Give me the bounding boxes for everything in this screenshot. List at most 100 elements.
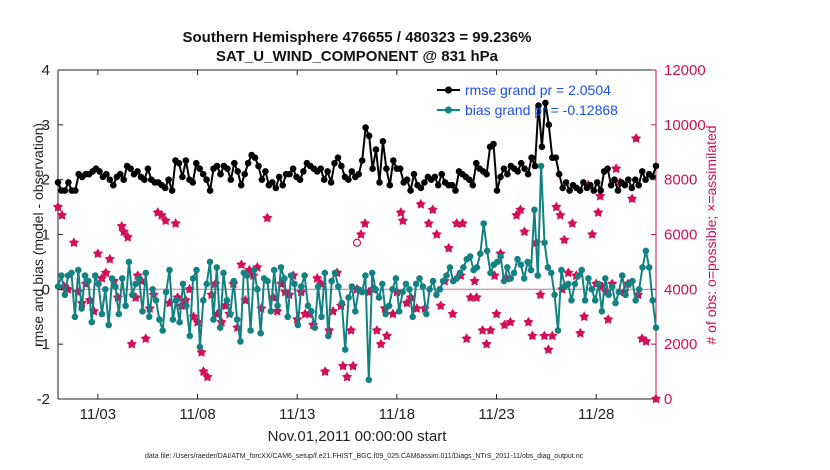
obs-assimilated-marker xyxy=(140,333,151,344)
y-tick-label: -2 xyxy=(37,391,50,408)
obs-assimilated-marker xyxy=(515,204,526,215)
bias-point xyxy=(493,258,501,266)
rmse-point xyxy=(206,187,214,194)
bias-point xyxy=(210,316,217,323)
bias-point xyxy=(456,269,464,277)
obs-assimilated-marker xyxy=(319,366,331,376)
bias-point xyxy=(220,269,227,277)
rmse-point xyxy=(531,162,539,170)
bias-point xyxy=(257,329,265,337)
legend-rmse-marker xyxy=(444,86,453,94)
bias-point xyxy=(352,308,359,315)
bias-point xyxy=(399,288,406,296)
bias-point xyxy=(402,280,410,288)
obs-assimilated-marker xyxy=(523,316,534,327)
bias-point xyxy=(58,272,65,279)
rmse-point xyxy=(452,187,459,194)
x-axis-label: Nov.01,2011 00:00:00 start xyxy=(268,428,448,445)
bias-point xyxy=(112,283,119,290)
obs-assimilated-marker xyxy=(118,226,129,237)
rmse-point xyxy=(320,176,328,183)
bias-point xyxy=(341,346,349,353)
rmse-point xyxy=(604,165,611,172)
bias-point xyxy=(379,280,386,288)
obs-assimilated-marker xyxy=(198,366,209,376)
rmse-point xyxy=(72,187,79,194)
rmse-point xyxy=(473,159,480,167)
bias-point xyxy=(537,162,545,170)
right-y-tick-label: 0 xyxy=(664,391,672,408)
obs-assimilated-marker xyxy=(202,371,213,382)
bias-point xyxy=(216,324,224,332)
rmse-point xyxy=(362,124,369,131)
bias-point xyxy=(250,266,258,274)
bias-point xyxy=(581,297,589,304)
bias-point xyxy=(331,269,339,277)
bias-point xyxy=(527,266,535,274)
bias-point xyxy=(429,277,437,285)
rmse-point xyxy=(296,176,304,183)
obs-assimilated-marker xyxy=(547,330,558,341)
rmse-point xyxy=(231,159,238,167)
obs-assimilated-marker xyxy=(68,237,80,248)
obs-assimilated-marker xyxy=(56,209,68,220)
bias-point xyxy=(267,308,275,315)
rmse-point xyxy=(234,168,241,175)
bias-point xyxy=(500,277,508,285)
bias-point xyxy=(595,280,602,288)
rmse-point xyxy=(642,176,649,183)
bias-point xyxy=(382,310,390,318)
bias-point xyxy=(189,275,197,282)
bias-point xyxy=(517,261,525,269)
rmse-point xyxy=(438,170,446,178)
obs-assimilated-marker xyxy=(630,133,642,143)
rmse-point xyxy=(407,187,414,194)
rmse-point xyxy=(355,170,363,178)
obs-possible-marker xyxy=(352,238,362,247)
bias-point xyxy=(243,272,251,279)
bias-point xyxy=(348,283,356,290)
rmse-point xyxy=(331,159,338,167)
bias-point xyxy=(61,291,69,299)
bias-point xyxy=(183,302,190,310)
bias-point xyxy=(558,266,565,274)
rmse-point xyxy=(383,165,390,172)
obs-assimilated-marker xyxy=(535,289,546,300)
bias-point xyxy=(453,275,461,282)
bias-point xyxy=(287,272,295,279)
rmse-point xyxy=(262,168,269,175)
right-y-tick-label: 4000 xyxy=(664,281,697,298)
plot-background xyxy=(58,70,656,399)
obs-assimilated-marker xyxy=(122,231,133,242)
bias-point xyxy=(277,264,285,271)
rmse-point xyxy=(376,179,383,186)
bias-point xyxy=(487,269,494,277)
bias-point xyxy=(166,266,173,274)
rmse-point xyxy=(269,179,276,186)
obs-assimilated-marker xyxy=(587,229,598,239)
rmse-point xyxy=(625,176,632,183)
rmse-point xyxy=(199,170,207,178)
x-tick-label: 11/18 xyxy=(379,406,415,423)
bias-point xyxy=(71,313,79,321)
bias-point xyxy=(409,313,417,321)
rmse-point xyxy=(345,176,352,183)
bias-point xyxy=(115,310,123,318)
bias-point xyxy=(142,269,150,277)
obs-assimilated-marker xyxy=(457,218,468,228)
rmse-point xyxy=(324,168,331,175)
obs-assimilated-marker xyxy=(355,229,367,239)
obs-assimilated-marker xyxy=(104,253,115,264)
obs-assimilated-marker xyxy=(397,215,408,226)
bias-point xyxy=(642,247,650,255)
bias-point xyxy=(497,253,504,260)
bias-point xyxy=(514,255,521,263)
legend-rmse-label: rmse grand pr = 2.0504 xyxy=(465,82,611,98)
rmse-point xyxy=(255,162,262,170)
bias-point xyxy=(253,286,261,293)
rmse-point xyxy=(628,184,636,192)
obs-assimilated-marker xyxy=(481,338,492,349)
right-y-tick-label: 8000 xyxy=(664,172,697,189)
rmse-point xyxy=(241,170,248,178)
right-y-axis-ticks: 0 2000 4000 6000 8000 10000 12000 xyxy=(651,62,706,408)
